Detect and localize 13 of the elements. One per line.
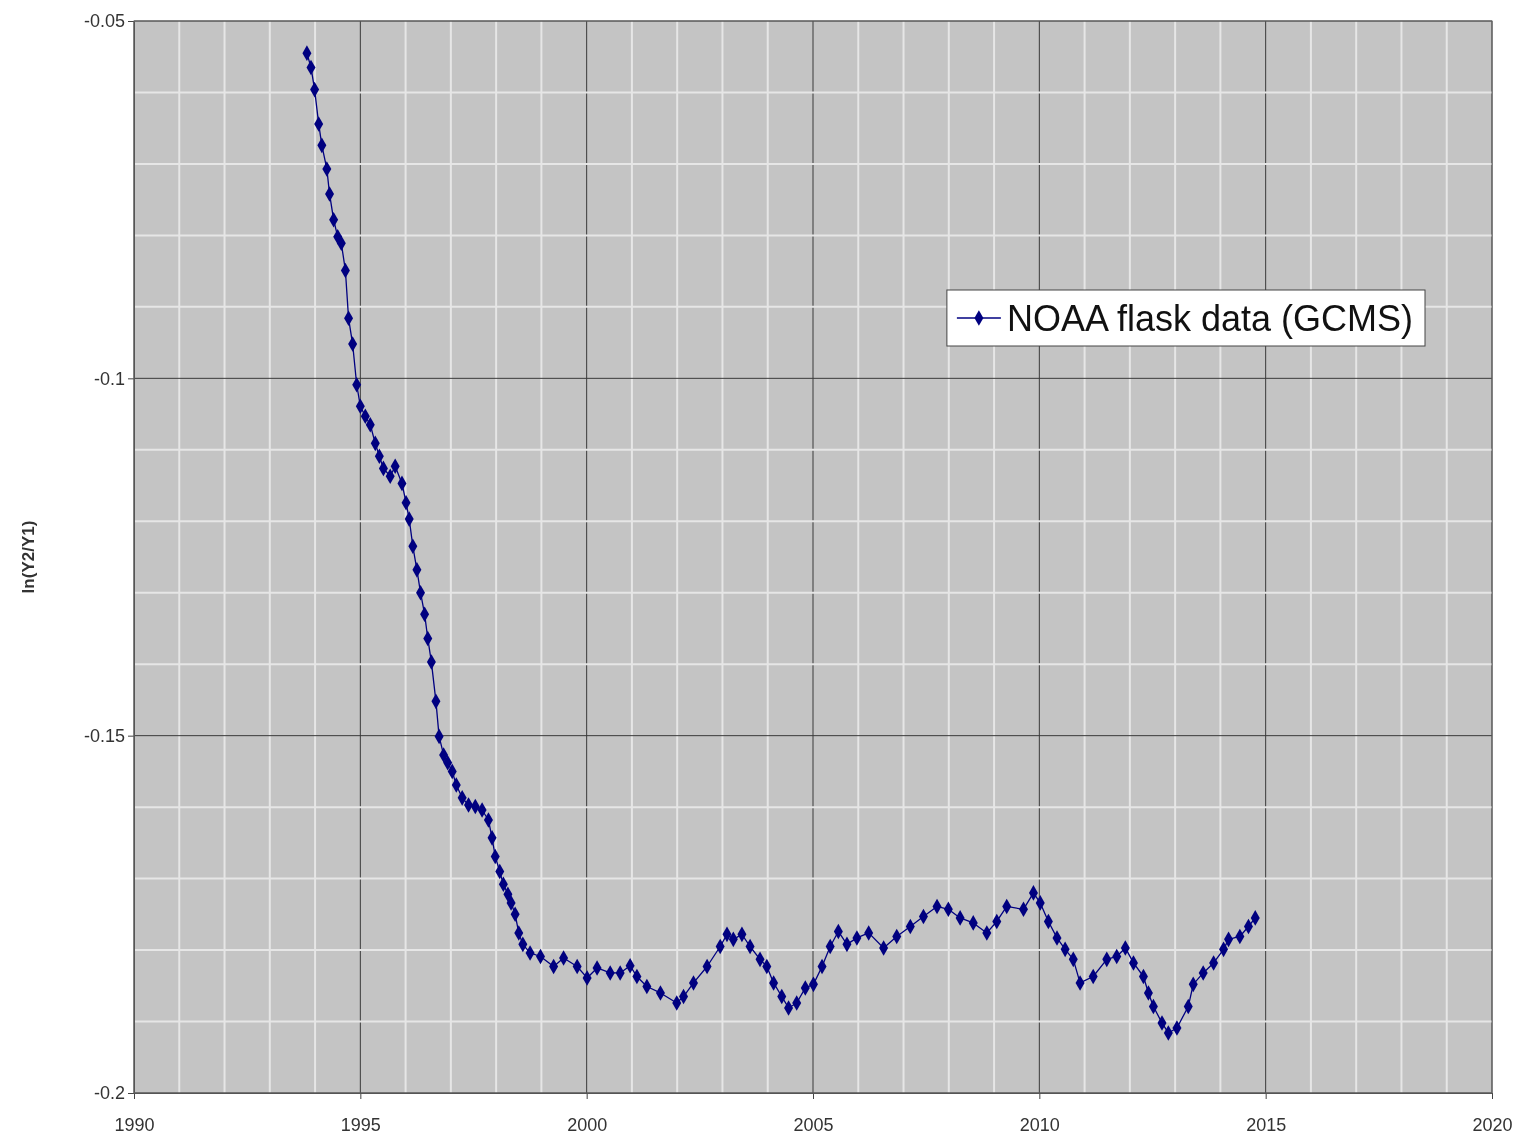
y-tick-label: -0.05 [83, 11, 125, 32]
x-tick-label: 2005 [793, 1114, 834, 1135]
x-tick-label: 1995 [340, 1114, 381, 1135]
legend-label: NOAA flask data (GCMS) [1006, 297, 1413, 339]
x-tick-label: 2020 [1472, 1114, 1513, 1135]
x-tick-label: 2000 [567, 1114, 608, 1135]
y-tick-label: -0.2 [93, 1083, 125, 1104]
y-axis-title: ln(Y2/Y1) [19, 520, 38, 594]
x-tick-label: 2010 [1019, 1114, 1060, 1135]
x-tick-label: 2015 [1246, 1114, 1287, 1135]
x-tick-label: 1990 [114, 1114, 155, 1135]
y-tick-label: -0.15 [83, 725, 125, 746]
y-tick-label: -0.1 [93, 368, 125, 389]
